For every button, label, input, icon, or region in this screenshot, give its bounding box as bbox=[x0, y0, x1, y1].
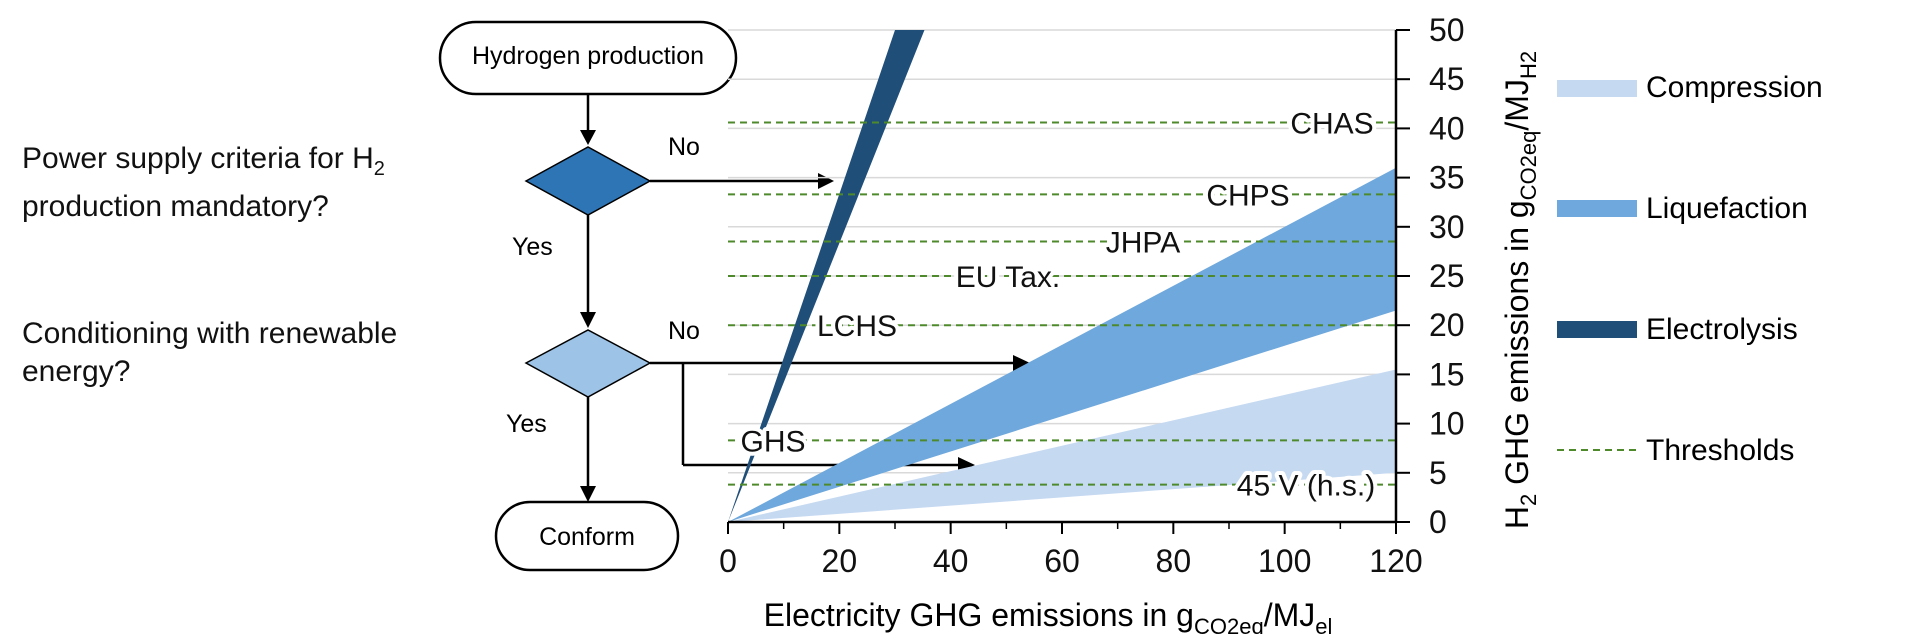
x-tick-label: 100 bbox=[1258, 543, 1311, 579]
legend-swatch-compression bbox=[1557, 80, 1637, 97]
y-tick-label: 15 bbox=[1429, 356, 1465, 392]
flow-arrowhead bbox=[580, 312, 596, 328]
yes-label-2: Yes bbox=[506, 410, 547, 438]
y-axis-title: H2 GHG emissions in gCO2eq/MJH2 bbox=[1499, 51, 1541, 529]
flow-arrowhead bbox=[580, 486, 596, 502]
flow-arrowhead bbox=[1013, 355, 1030, 371]
flow-arrowhead bbox=[818, 173, 834, 189]
flow-arrowhead bbox=[580, 130, 596, 145]
threshold-label: EU Tax. bbox=[956, 261, 1061, 294]
chart: CHAS CHPS JHPA EU Tax. LCHS GHS 45 V (h.s.) 0 2… bbox=[719, 12, 1541, 634]
y-tick-label: 40 bbox=[1429, 110, 1465, 146]
question-1-text: Power supply criteria for H2 production … bbox=[22, 142, 385, 223]
x-tick-label: 60 bbox=[1044, 543, 1080, 579]
y-tick-label: 25 bbox=[1429, 258, 1465, 294]
y-tick-label: 50 bbox=[1429, 12, 1465, 48]
y-tick-label: 20 bbox=[1429, 307, 1465, 343]
legend: Compression Liquefaction Electrolysis Th… bbox=[1557, 71, 1823, 467]
start-label: Hydrogen production bbox=[472, 42, 704, 70]
yes-label-1: Yes bbox=[512, 233, 553, 261]
x-tick-label: 40 bbox=[933, 543, 969, 579]
flowchart: Hydrogen production No Yes No Yes Confor… bbox=[438, 20, 1030, 572]
threshold-label: JHPA bbox=[1106, 227, 1180, 260]
legend-label-electrolysis: Electrolysis bbox=[1646, 313, 1798, 346]
threshold-label: CHAS bbox=[1290, 107, 1373, 140]
band-liquefaction bbox=[728, 167, 1396, 522]
threshold-label: LCHS bbox=[817, 310, 897, 343]
bands bbox=[728, 30, 1396, 522]
legend-label-thresholds: Thresholds bbox=[1646, 434, 1794, 467]
y-tick-label: 0 bbox=[1429, 504, 1447, 540]
no-label-1: No bbox=[668, 133, 700, 161]
decision-2-diamond bbox=[524, 329, 652, 398]
legend-swatch-electrolysis bbox=[1557, 321, 1637, 338]
end-label: Conform bbox=[539, 523, 635, 551]
x-tick-label: 20 bbox=[822, 543, 858, 579]
threshold-label: 45 V (h.s.) bbox=[1237, 470, 1375, 503]
x-tick-label: 80 bbox=[1156, 543, 1192, 579]
legend-label-liquefaction: Liquefaction bbox=[1646, 192, 1808, 225]
y-tick-label: 10 bbox=[1429, 406, 1465, 442]
threshold-label: GHS bbox=[740, 425, 805, 458]
x-tick-label: 120 bbox=[1369, 543, 1422, 579]
y-tick-label: 5 bbox=[1429, 455, 1447, 491]
legend-label-compression: Compression bbox=[1646, 71, 1823, 104]
thresholds: CHAS CHPS JHPA EU Tax. LCHS GHS 45 V (h.s.) bbox=[728, 103, 1396, 507]
band-compression bbox=[728, 369, 1396, 522]
y-tick-label: 35 bbox=[1429, 160, 1465, 196]
threshold-label: CHPS bbox=[1206, 179, 1289, 212]
end-terminal bbox=[494, 500, 680, 572]
y-tick-label: 30 bbox=[1429, 209, 1465, 245]
decision-1-diamond bbox=[524, 146, 652, 216]
no-label-2: No bbox=[668, 317, 700, 345]
y-tick-label: 45 bbox=[1429, 61, 1465, 97]
question-2-text: Conditioning with renewable energy? bbox=[22, 317, 398, 388]
legend-swatch-liquefaction bbox=[1557, 200, 1637, 217]
x-axis-title: Electricity GHG emissions in gCO2eq/MJel bbox=[764, 597, 1333, 634]
x-tick-label: 0 bbox=[719, 543, 737, 579]
